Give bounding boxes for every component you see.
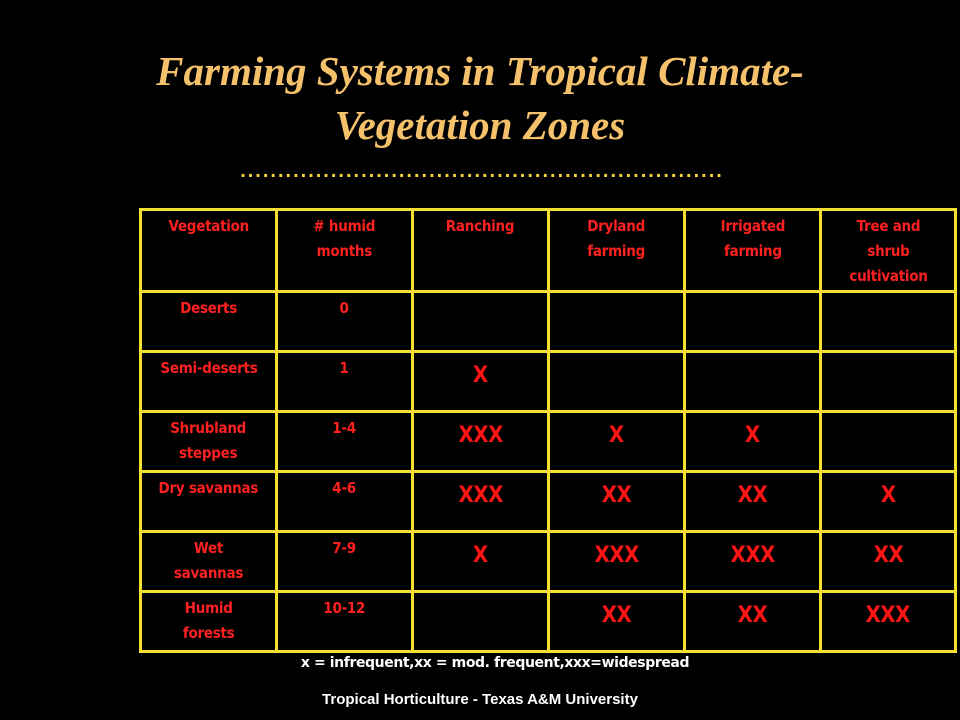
- cell-ranching: [411, 590, 550, 653]
- header-irrigated-farming: Irrigated farming: [683, 208, 822, 293]
- header-dryland-farming: Dryland farming: [547, 208, 686, 293]
- table-row: Semi-deserts 1 X: [139, 350, 957, 413]
- cell-ranching: XXX: [411, 470, 550, 533]
- slide-title-line-1: Farming Systems in Tropical Climate-: [156, 48, 804, 94]
- cell-humid-months: 7-9: [275, 530, 414, 593]
- cell-dryland-farming: XX: [547, 470, 686, 533]
- cell-irrigated-farming: XX: [683, 470, 822, 533]
- cell-tree-shrub-cultivation: XX: [819, 530, 957, 593]
- cell-humid-months: 10-12: [275, 590, 414, 653]
- header-ranching: Ranching: [411, 208, 550, 293]
- cell-tree-shrub-cultivation: [819, 290, 957, 353]
- slide-title: Farming Systems in Tropical Climate- Veg…: [60, 44, 900, 152]
- cell-vegetation: Wet savannas: [139, 530, 278, 593]
- table-row: Wet savannas 7-9 X XXX XXX XX: [139, 530, 957, 593]
- cell-dryland-farming: XX: [547, 590, 686, 653]
- cell-tree-shrub-cultivation: [819, 410, 957, 473]
- cell-vegetation: Deserts: [139, 290, 278, 353]
- header-vegetation: Vegetation: [139, 208, 278, 293]
- cell-vegetation: Semi-deserts: [139, 350, 278, 413]
- farming-systems-table: Vegetation # humid months Ranching Drylan…: [139, 208, 957, 653]
- cell-ranching: X: [411, 530, 550, 593]
- cell-irrigated-farming: X: [683, 410, 822, 473]
- cell-ranching: XXX: [411, 410, 550, 473]
- table-header-row: Vegetation # humid months Ranching Drylan…: [139, 208, 957, 293]
- table-row: Deserts 0: [139, 290, 957, 353]
- cell-tree-shrub-cultivation: [819, 350, 957, 413]
- header-tree-shrub-cultivation: Tree and shrub cultivation: [819, 208, 957, 293]
- cell-ranching: [411, 290, 550, 353]
- slide-title-line-2: Vegetation Zones: [334, 102, 626, 148]
- cell-irrigated-farming: [683, 350, 822, 413]
- table-row: Shrubland steppes 1-4 XXX X X: [139, 410, 957, 473]
- table-legend: x = infrequent,xx = mod. frequent,xxx=wi…: [300, 655, 690, 671]
- cell-irrigated-farming: XX: [683, 590, 822, 653]
- table-row: Dry savannas 4-6 XXX XX XX X: [139, 470, 957, 533]
- cell-humid-months: 0: [275, 290, 414, 353]
- table-row: Humid forests 10-12 XX XX XXX: [139, 590, 957, 653]
- cell-vegetation: Dry savannas: [139, 470, 278, 533]
- cell-vegetation: Shrubland steppes: [139, 410, 278, 473]
- cell-humid-months: 1-4: [275, 410, 414, 473]
- header-humid-months: # humid months: [275, 208, 414, 293]
- cell-dryland-farming: XXX: [547, 530, 686, 593]
- cell-irrigated-farming: XXX: [683, 530, 822, 593]
- slide-footer: Tropical Horticulture - Texas A&M Univer…: [322, 691, 638, 708]
- cell-dryland-farming: [547, 350, 686, 413]
- cell-humid-months: 1: [275, 350, 414, 413]
- cell-irrigated-farming: [683, 290, 822, 353]
- cell-ranching: X: [411, 350, 550, 413]
- cell-vegetation: Humid forests: [139, 590, 278, 653]
- cell-tree-shrub-cultivation: XXX: [819, 590, 957, 653]
- cell-humid-months: 4-6: [275, 470, 414, 533]
- cell-tree-shrub-cultivation: X: [819, 470, 957, 533]
- cell-dryland-farming: [547, 290, 686, 353]
- cell-dryland-farming: X: [547, 410, 686, 473]
- dotted-divider: ........................................…: [240, 160, 724, 182]
